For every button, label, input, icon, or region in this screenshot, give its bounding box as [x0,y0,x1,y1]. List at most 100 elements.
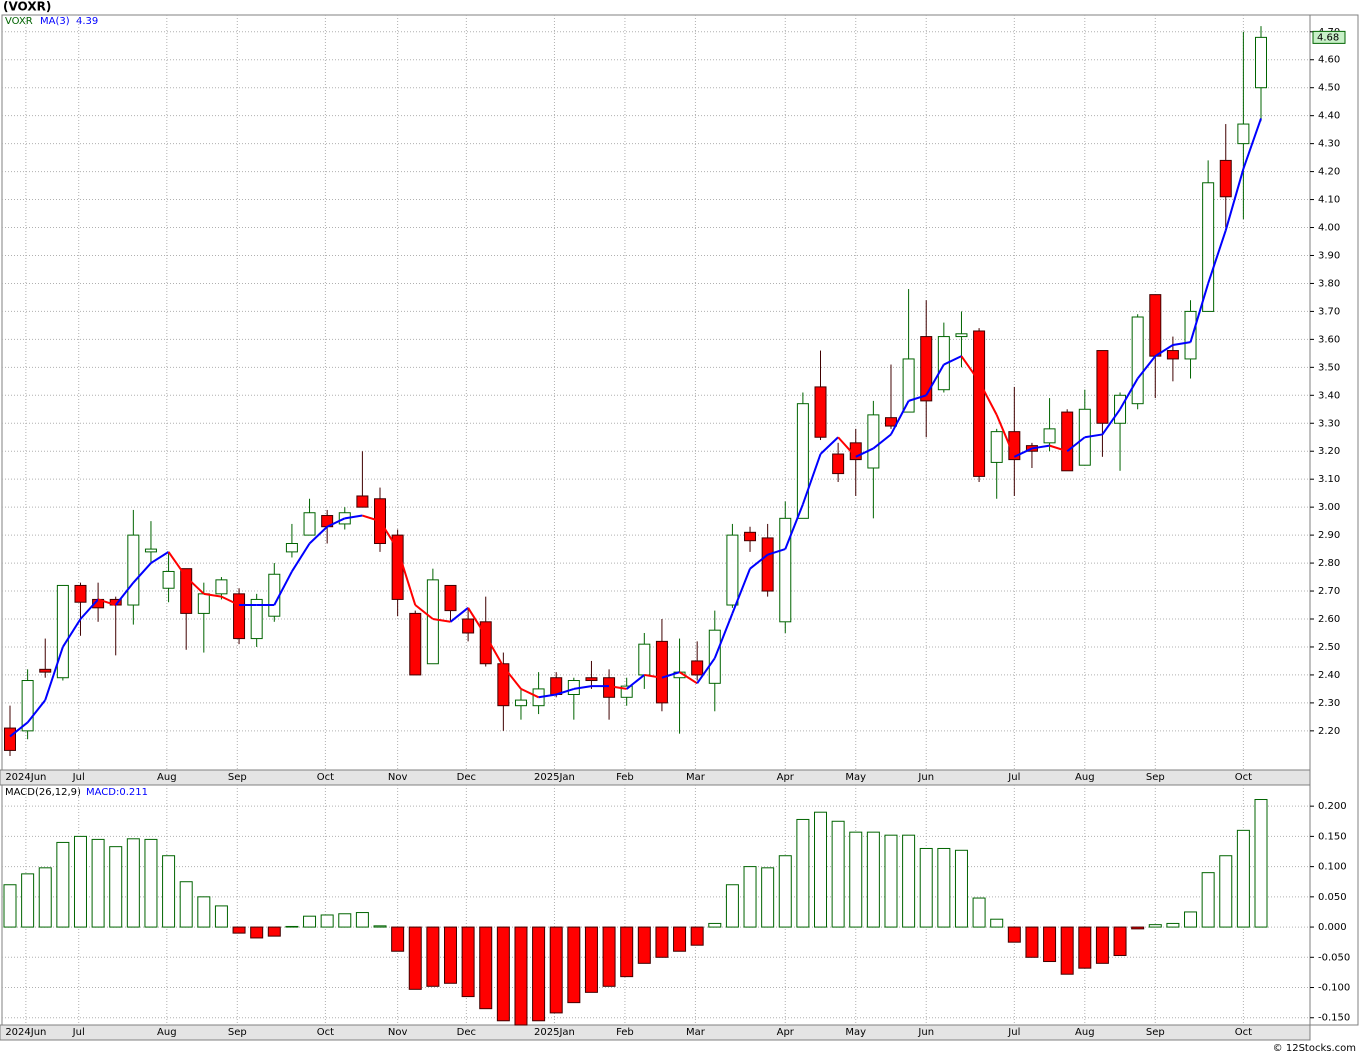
macd-bar [902,834,916,928]
ma-segment [749,553,769,570]
ma-segment [626,674,645,690]
ma-segment [555,687,575,696]
macd-bar [954,849,968,928]
x-tick-label: May [845,1027,866,1038]
ma-segment [1049,444,1068,453]
ma-segment [731,568,751,614]
macd-bar [1166,922,1180,928]
macd-bar [197,896,211,928]
candle-body [497,663,510,707]
macd-bar [1095,926,1109,964]
x-tick-label: Mar [686,772,706,783]
candle-body [585,677,598,682]
ma-segment [696,657,716,684]
ma-segment [9,721,29,738]
candle-body [21,680,34,732]
ma-segment [801,453,822,505]
macd-bar [708,922,722,928]
ma-segment [291,542,311,572]
candle-body [1149,294,1162,357]
macd-bar [1201,872,1215,928]
macd-bar [232,926,246,934]
macd-bar [866,831,880,928]
candle-body [479,621,492,665]
ma-segment [943,355,962,366]
ma-segment [608,685,627,690]
macd-bar [831,820,845,928]
y-tick-label: 4.00 [1318,223,1340,234]
y-axis-area [1309,14,1359,1026]
ma-segment [432,618,451,623]
macd-bar [144,838,158,928]
macd-bar [637,926,651,964]
candle-body [884,417,897,427]
y-tick-label: 4.20 [1318,167,1340,178]
macd-bar [849,831,863,928]
macd-bar [56,841,70,928]
ma-segment [1084,433,1103,439]
y-tick-label: 3.00 [1318,502,1340,513]
candle-body [796,403,809,519]
candle-body [127,534,140,606]
ma-segment [344,514,363,520]
candle-body [832,453,845,475]
candle-body [638,643,651,676]
macd-bar [38,867,52,928]
ma-segment [167,551,188,578]
y-tick-label: 0.050 [1318,892,1347,903]
ma-segment [538,693,557,699]
candle-body [620,685,633,698]
y-tick-label: 2.80 [1318,558,1340,569]
macd-bar [620,926,634,978]
candle-body [444,584,457,612]
y-tick-label: 2.30 [1318,698,1340,709]
macd-bar [690,926,704,946]
macd-bar [338,913,352,928]
macd-bar [479,926,493,1010]
macd-bar [214,905,228,928]
candle-body [1061,411,1074,472]
candle-body [180,568,193,614]
ma-segment [502,665,522,690]
ma-segment [1066,436,1086,453]
legend-macd: MACD(26,12,9) [5,787,81,798]
ma-segment [1172,341,1191,346]
x-tick-label: 2024Jun [5,772,46,783]
footer: © 12Stocks.com [1273,1043,1356,1054]
macd-bar [250,926,264,939]
ma-segment [273,570,293,606]
x-tick-label: Aug [1075,1027,1095,1038]
ma-segment [150,551,170,564]
macd-bar [426,926,440,987]
x-tick-label: Oct [1235,1027,1252,1038]
macd-bar [162,855,176,928]
y-tick-label: 3.30 [1318,418,1340,429]
x-tick-label: Oct [317,772,334,783]
candle-body [902,358,915,413]
x-tick-label: May [845,772,866,783]
x-tick-label: Dec [457,772,476,783]
macd-bar [461,926,475,998]
ma-segment [925,364,945,396]
ma-segment [26,699,47,724]
candle-body [779,517,792,623]
candle-body [1219,159,1232,198]
macd-bar [743,866,757,928]
x-tick-label: Jun [917,1027,934,1038]
ma-segment [978,380,998,416]
y-tick-label: 2.90 [1318,530,1340,541]
macd-bar [408,926,422,990]
candle-body [233,593,246,640]
y-tick-label: -0.150 [1318,1013,1350,1024]
x-tick-label: Apr [777,1027,795,1038]
macd-bar [567,926,581,1004]
ma-segment [1136,355,1157,380]
y-tick-label: 3.10 [1318,474,1340,485]
ma-segment [79,598,99,620]
x-tick-label: Oct [317,1027,334,1038]
ma-segment [62,618,82,648]
macd-bar [602,926,616,987]
ma-segment [890,400,910,435]
candle-body [1043,428,1056,444]
